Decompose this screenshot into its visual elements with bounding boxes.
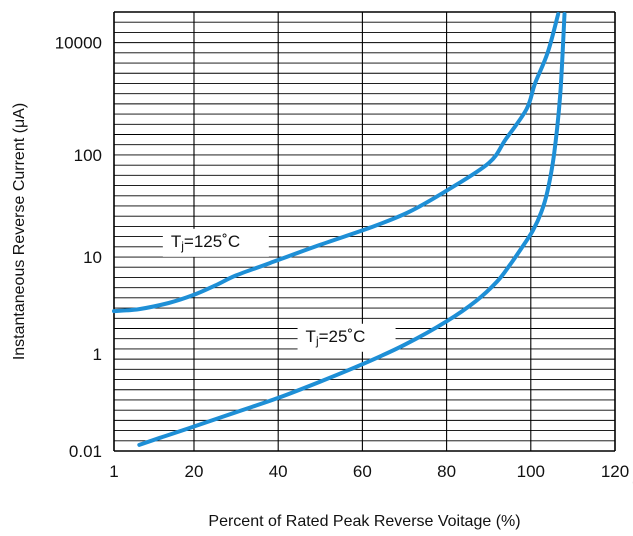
y-tick-label: 10000	[55, 34, 102, 53]
x-tick-label: 20	[185, 462, 204, 481]
annotation-tj125: Tj=125˚C	[171, 232, 240, 253]
annotation-box-tj25	[297, 323, 396, 352]
x-tick-label: 120	[601, 462, 629, 481]
annotation-box-tj125	[162, 228, 269, 257]
y-tick-label: 100	[74, 146, 102, 165]
annotation-tj25: Tj=25˚C	[306, 327, 366, 348]
series-line-tj125	[112, 12, 561, 314]
x-tick-label: 40	[269, 462, 288, 481]
y-tick-label: 10	[83, 248, 102, 267]
y-tick-label: 0.01	[69, 442, 102, 461]
series-layer	[112, 12, 567, 447]
x-tick-label: 60	[353, 462, 372, 481]
y-axis-title: Instantaneous Reverse Current (μA)	[11, 103, 28, 360]
y-tick-label: 1	[93, 345, 102, 364]
annotation-layer: Tj=125˚C Tj=25˚C	[162, 228, 396, 352]
x-tick-label: 1	[109, 462, 118, 481]
x-axis-title: Percent of Rated Peak Reverse Voitage (%…	[208, 513, 520, 530]
x-tick-label: 80	[437, 462, 456, 481]
series-line-tj25	[137, 12, 567, 447]
x-tick-label: 100	[517, 462, 545, 481]
